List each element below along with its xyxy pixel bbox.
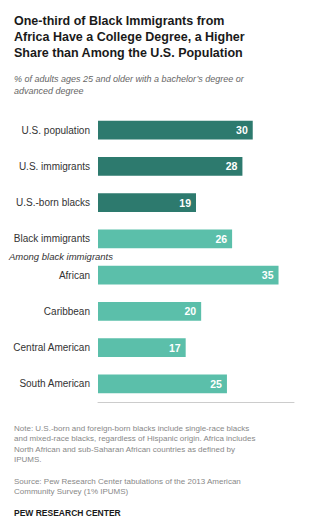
svg-text:Share than Among the U.S. Popu: Share than Among the U.S. Population xyxy=(14,46,243,60)
svg-text:North African and sub-Saharan: North African and sub-Saharan African co… xyxy=(14,445,235,454)
svg-text:Central American: Central American xyxy=(13,342,90,353)
svg-text:26: 26 xyxy=(215,233,227,245)
svg-text:advanced degree: advanced degree xyxy=(14,86,84,96)
svg-text:African: African xyxy=(59,270,90,281)
svg-text:19: 19 xyxy=(179,197,191,209)
svg-text:and mixed-race blacks, regardl: and mixed-race blacks, regardless of His… xyxy=(14,434,255,443)
svg-text:Among black immigrants: Among black immigrants xyxy=(8,251,113,262)
svg-text:U.S.-born blacks: U.S.-born blacks xyxy=(16,197,90,208)
svg-text:One-third of Black Immigrants: One-third of Black Immigrants from xyxy=(14,14,224,28)
svg-text:% of adults ages 25 and older: % of adults ages 25 and older with a bac… xyxy=(14,74,245,84)
svg-text:20: 20 xyxy=(184,305,196,317)
svg-text:PEW RESEARCH CENTER: PEW RESEARCH CENTER xyxy=(14,508,121,518)
svg-text:U.S. population: U.S. population xyxy=(22,125,90,136)
svg-text:Source: Pew Research Center ta: Source: Pew Research Center tabulations … xyxy=(14,477,241,486)
svg-text:U.S. immigrants: U.S. immigrants xyxy=(19,161,90,172)
svg-text:28: 28 xyxy=(226,160,238,172)
svg-text:Caribbean: Caribbean xyxy=(44,306,90,317)
svg-text:Note: U.S.-born and foreign-bo: Note: U.S.-born and foreign-born blacks … xyxy=(14,424,249,433)
svg-text:25: 25 xyxy=(210,378,222,390)
svg-text:35: 35 xyxy=(262,269,274,281)
svg-text:30: 30 xyxy=(236,124,248,136)
svg-text:17: 17 xyxy=(169,342,181,354)
svg-text:South American: South American xyxy=(19,378,90,389)
svg-text:Black immigrants: Black immigrants xyxy=(14,233,90,244)
svg-text:Africa Have a College Degree,: Africa Have a College Degree, a Higher xyxy=(14,30,245,44)
svg-text:Community Survey (1% IPUMS): Community Survey (1% IPUMS) xyxy=(14,487,129,496)
svg-text:IPUMS.: IPUMS. xyxy=(14,455,42,464)
